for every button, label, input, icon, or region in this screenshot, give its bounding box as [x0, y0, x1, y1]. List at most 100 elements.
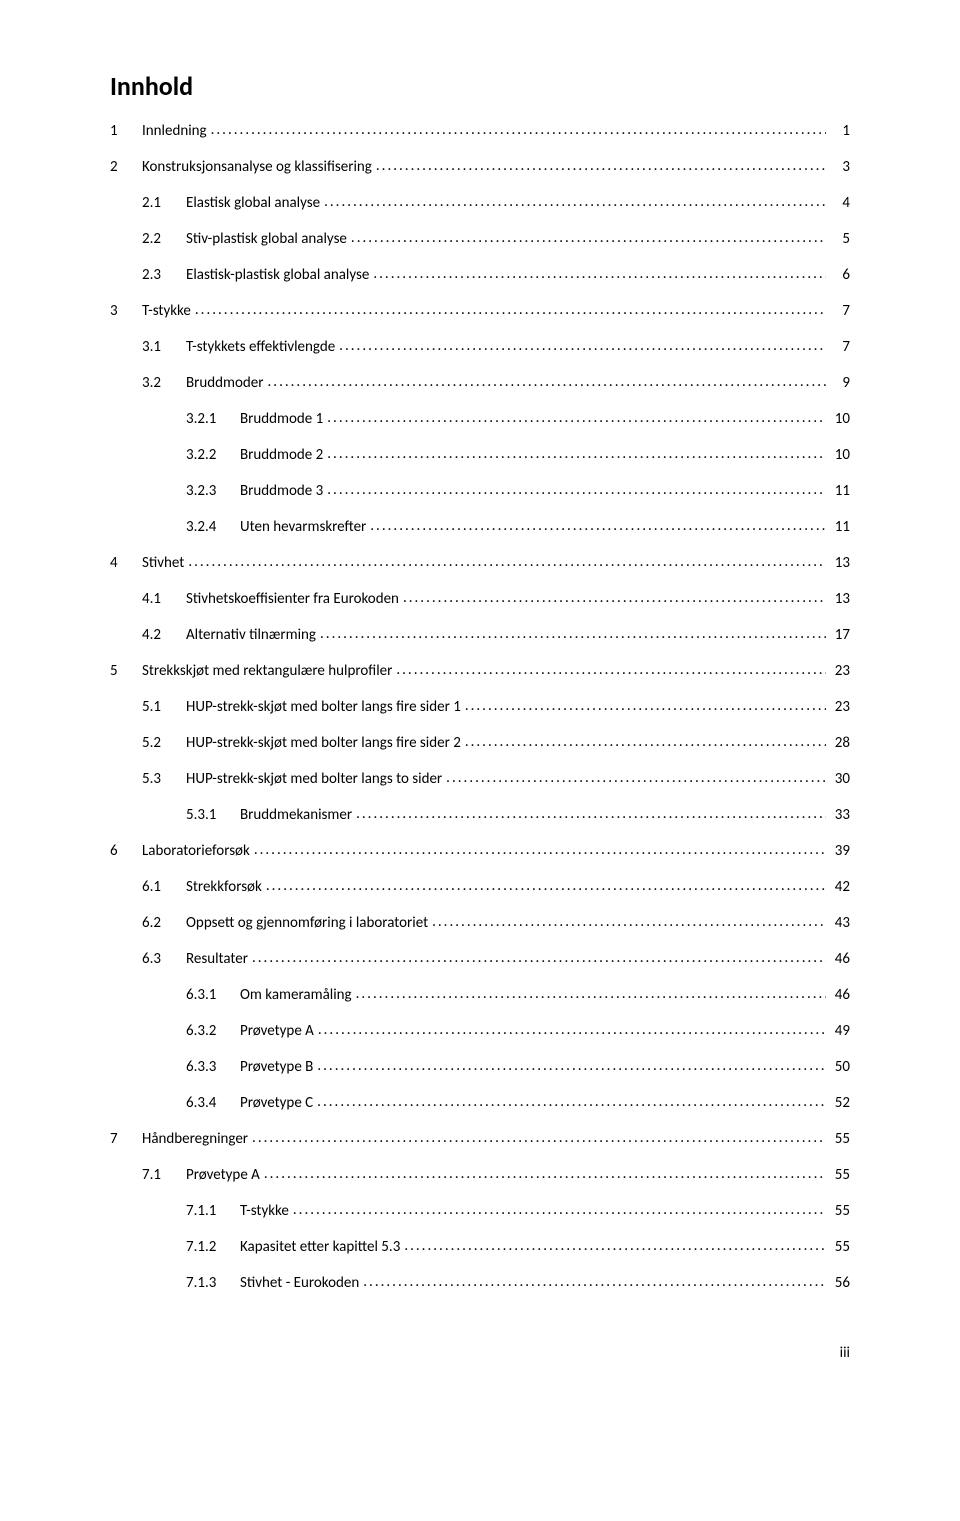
toc-entry-page: 28 — [830, 733, 850, 754]
toc-entry-page: 42 — [830, 877, 850, 898]
toc-leader-dots — [318, 1020, 826, 1035]
toc-leader-dots — [252, 1128, 826, 1143]
toc-entry-number: 6.3.4 — [186, 1093, 240, 1114]
toc-entry: 3.2.1Bruddmode 1 10 — [110, 408, 850, 430]
toc-entry-label: Om kameramåling — [240, 985, 352, 1006]
toc-entry: 7.1Prøvetype A55 — [110, 1164, 850, 1186]
toc-leader-dots — [396, 660, 826, 675]
toc-entry-number: 7 — [110, 1129, 142, 1150]
toc-entry-number: 6.2 — [142, 913, 186, 934]
toc-leader-dots — [356, 984, 826, 999]
toc-entry-page: 33 — [830, 805, 850, 826]
toc-entry-label: Resultater — [186, 949, 248, 970]
toc-entry-label: T-stykkets effektivlengde — [186, 337, 335, 358]
toc-entry-page: 11 — [830, 481, 850, 502]
toc-entry-number: 2.2 — [142, 229, 186, 250]
toc-entry-label: Bruddmode 1 — [240, 409, 323, 430]
toc-entry-number: 3.1 — [142, 337, 186, 358]
toc-entry-number: 2.3 — [142, 265, 186, 286]
toc-entry-number: 5.3.1 — [186, 805, 240, 826]
toc-entry: 3.2Bruddmoder9 — [110, 372, 850, 394]
toc-entry-page: 50 — [830, 1057, 850, 1078]
toc-entry-page: 55 — [830, 1237, 850, 1258]
toc-entry: 3.2.4Uten hevarmskrefter11 — [110, 516, 850, 538]
toc-entry-label: Kapasitet etter kapittel 5.3 — [240, 1237, 400, 1258]
toc-entry-label: Bruddmode 3 — [240, 481, 323, 502]
toc-entry: 2.1Elastisk global analyse4 — [110, 192, 850, 214]
toc-leader-dots — [465, 732, 826, 747]
toc-entry-label: Elastisk global analyse — [186, 193, 320, 214]
toc-leader-dots — [363, 1272, 826, 1287]
toc-entry-page: 39 — [830, 841, 850, 862]
toc-entry-number: 1 — [110, 121, 142, 142]
toc-entry-page: 55 — [830, 1201, 850, 1222]
toc-entry-number: 7.1.2 — [186, 1237, 240, 1258]
toc-title: Innhold — [110, 70, 850, 102]
toc-entry-label: Prøvetype C — [240, 1093, 313, 1114]
toc-entry-number: 3.2 — [142, 373, 186, 394]
toc-entry-label: Stiv-plastisk global analyse — [186, 229, 347, 250]
toc-entry-label: Oppsett og gjennomføring i laboratoriet — [186, 913, 428, 934]
toc-entry-number: 3.2.1 — [186, 409, 240, 430]
toc-entry: 4.1Stivhetskoeffisienter fra Eurokoden13 — [110, 588, 850, 610]
toc-entry: 6.3Resultater46 — [110, 948, 850, 970]
toc-entry: 7.1.3Stivhet - Eurokoden56 — [110, 1272, 850, 1294]
toc-entry-label: Laboratorieforsøk — [142, 841, 250, 862]
toc-entry-page: 13 — [830, 589, 850, 610]
toc-entry-page: 7 — [830, 301, 850, 322]
toc-entry-page: 23 — [830, 661, 850, 682]
toc-leader-dots — [370, 516, 826, 531]
toc-entry: 2.2Stiv-plastisk global analyse 5 — [110, 228, 850, 250]
toc-leader-dots — [327, 444, 826, 459]
toc-leader-dots — [432, 912, 826, 927]
toc-leader-dots — [339, 336, 826, 351]
toc-entry: 2Konstruksjonsanalyse og klassifisering3 — [110, 156, 850, 178]
toc-entry-page: 13 — [830, 553, 850, 574]
toc-entry-number: 6.3.1 — [186, 985, 240, 1006]
toc-entry-label: Prøvetype B — [240, 1057, 313, 1078]
toc-entry-number: 4.1 — [142, 589, 186, 610]
toc-leader-dots — [264, 1164, 826, 1179]
toc-leader-dots — [465, 696, 826, 711]
toc-entry: 5Strekkskjøt med rektangulære hulprofile… — [110, 660, 850, 682]
toc-entry-label: Uten hevarmskrefter — [240, 517, 366, 538]
toc-entry-page: 9 — [830, 373, 850, 394]
toc-entry: 7.1.1T-stykke55 — [110, 1200, 850, 1222]
toc-entry-label: Strekkskjøt med rektangulære hulprofiler — [142, 661, 392, 682]
toc-entry-page: 46 — [830, 985, 850, 1006]
toc-entry-page: 30 — [830, 769, 850, 790]
toc-entry-page: 7 — [830, 337, 850, 358]
toc-entry-label: Prøvetype A — [186, 1165, 260, 1186]
toc-entry-page: 55 — [830, 1165, 850, 1186]
toc-entry-page: 10 — [830, 445, 850, 466]
toc-entry-page: 10 — [830, 409, 850, 430]
toc-leader-dots — [211, 120, 826, 135]
toc-entry: 3.2.2Bruddmode 210 — [110, 444, 850, 466]
toc-entry-number: 6.3.2 — [186, 1021, 240, 1042]
toc-entry-page: 43 — [830, 913, 850, 934]
toc-entry-page: 5 — [830, 229, 850, 250]
toc-entry: 1Innledning1 — [110, 120, 850, 142]
toc-entry-page: 52 — [830, 1093, 850, 1114]
toc-entry-page: 1 — [830, 121, 850, 142]
toc-entry-label: HUP-strekk-skjøt med bolter langs fire s… — [186, 697, 461, 718]
toc-entry-label: Alternativ tilnærming — [186, 625, 316, 646]
toc-entry: 5.1HUP-strekk-skjøt med bolter langs fir… — [110, 696, 850, 718]
toc-entry: 3.1T-stykkets effektivlengde 7 — [110, 336, 850, 358]
toc-entry: 6.3.3Prøvetype B 50 — [110, 1056, 850, 1078]
toc-entry: 3.2.3Bruddmode 311 — [110, 480, 850, 502]
toc-entry-number: 6.3.3 — [186, 1057, 240, 1078]
toc-entry-label: HUP-strekk-skjøt med bolter langs fire s… — [186, 733, 461, 754]
toc-entry-page: 17 — [830, 625, 850, 646]
toc-entry-label: Innledning — [142, 121, 207, 142]
toc-entry-page: 3 — [830, 157, 850, 178]
toc-entry-number: 5 — [110, 661, 142, 682]
toc-entry: 6.3.2Prøvetype A49 — [110, 1020, 850, 1042]
toc-entry: 5.2HUP-strekk-skjøt med bolter langs fir… — [110, 732, 850, 754]
toc-entry-number: 4.2 — [142, 625, 186, 646]
toc-entry-number: 5.3 — [142, 769, 186, 790]
toc-leader-dots — [195, 300, 826, 315]
toc-leader-dots — [317, 1056, 826, 1071]
toc-entry-number: 3.2.2 — [186, 445, 240, 466]
toc-entry: 7Håndberegninger55 — [110, 1128, 850, 1150]
